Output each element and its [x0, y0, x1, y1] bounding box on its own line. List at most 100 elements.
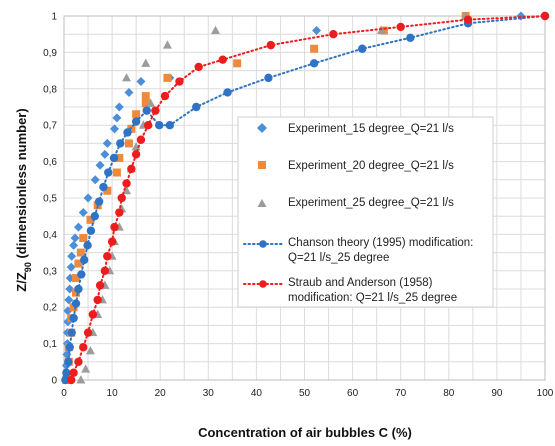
data-point — [76, 248, 85, 257]
data-point — [102, 138, 112, 148]
data-point — [540, 11, 550, 21]
data-point — [165, 121, 175, 130]
data-point — [80, 255, 89, 265]
data-point — [131, 117, 141, 126]
data-point — [124, 87, 134, 97]
data-point — [175, 77, 184, 86]
data-point — [67, 328, 76, 337]
data-point — [233, 59, 242, 68]
data-point — [72, 274, 81, 283]
x-tick-label: 100 — [537, 388, 554, 399]
data-point — [143, 121, 153, 130]
data-point — [93, 295, 102, 305]
data-point — [74, 357, 83, 366]
data-point — [211, 25, 221, 35]
data-point — [100, 266, 110, 275]
data-point — [162, 40, 172, 49]
data-point — [122, 73, 132, 82]
y-tick-label: 0,4 — [43, 230, 57, 241]
y-tick-label: 1 — [51, 12, 57, 23]
data-point — [90, 175, 100, 185]
x-tick-label: 80 — [443, 388, 455, 399]
data-point — [61, 375, 70, 385]
data-point — [77, 270, 86, 279]
data-point — [62, 368, 71, 377]
data-point — [71, 299, 81, 308]
y-tick-label: 0,7 — [43, 121, 57, 132]
data-point — [110, 222, 119, 232]
x-axis-title: Concentration of air bubbles C (%) — [198, 425, 412, 440]
data-point — [155, 121, 164, 130]
data-point — [141, 92, 150, 101]
data-point — [194, 62, 203, 72]
data-point — [309, 59, 319, 68]
y-tick-label: 0 — [51, 376, 57, 387]
data-point — [90, 212, 99, 221]
data-point — [141, 99, 150, 108]
data-point — [107, 237, 117, 246]
data-point — [70, 233, 80, 243]
data-point — [218, 55, 227, 64]
data-point — [132, 110, 141, 119]
legend-label-straub-2: modification: Q=21 l/s_25 degree — [288, 292, 457, 304]
data-point — [406, 33, 415, 43]
data-point — [79, 343, 88, 352]
y-tick-label: 0,9 — [43, 48, 57, 59]
data-point — [86, 226, 96, 235]
data-point — [142, 106, 151, 115]
x-tick-labels: 0 10 20 30 40 50 60 70 80 90 100 — [61, 388, 554, 399]
legend-label-exp25: Experiment_25 degree_Q=21 l/s — [288, 197, 454, 209]
legend-item-exp25: Experiment_25 degree_Q=21 l/s — [257, 197, 454, 209]
data-point — [94, 197, 104, 206]
data-point — [81, 364, 91, 373]
plot-frame — [63, 15, 546, 381]
data-point — [86, 215, 95, 224]
data-point — [115, 153, 124, 162]
data-point — [83, 328, 93, 337]
data-point — [122, 185, 132, 195]
data-point — [223, 88, 232, 97]
x-tick-label: 70 — [395, 388, 407, 399]
data-point — [72, 288, 81, 297]
y-tick-label: 0,2 — [43, 303, 57, 314]
data-point — [104, 168, 113, 177]
data-point — [64, 295, 74, 305]
legend-label-chanson-1: Chanson theory (1995) modification: — [288, 237, 473, 249]
series-3 — [61, 11, 550, 385]
data-point — [151, 106, 160, 115]
x-tick-label: 90 — [491, 388, 503, 399]
legend-diamond-icon — [257, 123, 267, 133]
legend-box — [237, 116, 494, 308]
data-point — [95, 281, 105, 290]
data-point — [114, 102, 124, 112]
legend-item-chanson: Chanson theory (1995) modification: Q=21… — [243, 237, 473, 264]
data-point — [79, 234, 88, 243]
data-point — [396, 22, 405, 32]
data-point — [116, 139, 125, 148]
x-tick-label: 60 — [347, 388, 359, 399]
data-point — [83, 241, 92, 250]
x-tick-label: 30 — [203, 388, 215, 399]
y-tick-label: 0,3 — [43, 266, 57, 277]
data-point — [463, 15, 473, 24]
data-point — [123, 128, 132, 137]
data-point — [69, 313, 78, 323]
data-point — [73, 222, 83, 232]
data-point — [358, 44, 367, 53]
legend-square-icon — [258, 161, 266, 169]
y-axis-title: Z/Z90 (dimensionless number) — [14, 108, 33, 291]
data-point — [65, 284, 75, 294]
data-point — [78, 208, 88, 218]
data-point — [103, 186, 112, 195]
data-point — [127, 164, 136, 174]
data-point — [69, 303, 78, 312]
data-point — [112, 113, 122, 123]
data-point — [74, 284, 83, 294]
data-point — [124, 139, 133, 148]
legend: Experiment_15 degree_Q=21 l/s Experiment… — [237, 116, 494, 308]
y-tick-label: 0,8 — [43, 84, 57, 95]
data-point — [110, 124, 120, 134]
y-tick-label: 0,6 — [43, 157, 57, 168]
data-point — [74, 259, 83, 268]
y-axis-title-main: Z/Z — [14, 272, 29, 292]
